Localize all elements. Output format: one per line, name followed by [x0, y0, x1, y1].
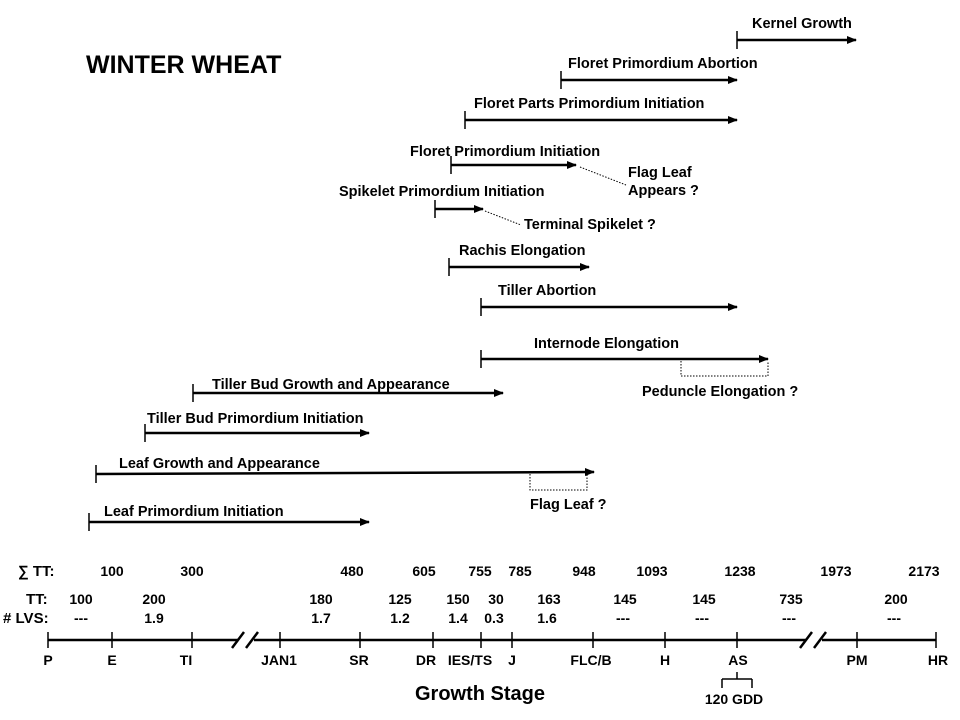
peduncle-label: Peduncle Elongation ?: [642, 384, 798, 400]
sum-tt-row: 100 300 480 605 755 785 948 1093 1238 19…: [100, 563, 939, 579]
axis-break: [813, 631, 827, 649]
flag-leaf-appears-label-2: Appears ?: [628, 183, 699, 199]
process-label: Leaf Primordium Initiation: [104, 504, 284, 520]
sum-tt-value: 755: [468, 563, 492, 579]
lvs-value: ---: [74, 610, 88, 626]
process-label: Internode Elongation: [534, 336, 679, 352]
stage-label: IES/TS: [448, 652, 492, 668]
process-leaf-primordium-initiation: Leaf Primordium Initiation: [88, 504, 370, 531]
lvs-value: ---: [782, 610, 796, 626]
sum-tt-value: 480: [340, 563, 364, 579]
leader-line: [579, 166, 627, 186]
tt-value: 200: [142, 591, 166, 607]
process-label: Floret Primordium Abortion: [568, 56, 758, 72]
terminal-spikelet-label: Terminal Spikelet ?: [524, 217, 656, 233]
process-floret-parts-primordium-initiation: Floret Parts Primordium Initiation: [464, 96, 738, 129]
tt-value: 100: [69, 591, 93, 607]
stage-label: PM: [847, 652, 868, 668]
process-tiller-abortion: Tiller Abortion: [480, 283, 738, 316]
process-label: Tiller Bud Growth and Appearance: [212, 377, 450, 393]
tt-value: 200: [884, 591, 908, 607]
process-label: Floret Primordium Initiation: [410, 144, 600, 160]
lvs-value: ---: [695, 610, 709, 626]
stage-label: TI: [180, 652, 192, 668]
process-label: Kernel Growth: [752, 16, 852, 32]
process-floret-primordium-abortion: Floret Primordium Abortion: [560, 56, 758, 89]
process-label: Tiller Abortion: [498, 283, 596, 299]
lvs-value: 1.2: [390, 610, 410, 626]
process-kernel-growth: Kernel Growth: [736, 16, 857, 49]
process-tiller-bud-growth: Tiller Bud Growth and Appearance: [192, 377, 504, 402]
tt-header: TT:: [26, 591, 48, 608]
process-label: Tiller Bud Primordium Initiation: [147, 411, 363, 427]
lvs-value: 1.9: [144, 610, 164, 626]
stage-label: HR: [928, 652, 948, 668]
tt-value: 145: [613, 591, 637, 607]
sum-tt-value: 1973: [820, 563, 851, 579]
tt-value: 163: [537, 591, 561, 607]
stage-label: JAN1: [261, 652, 297, 668]
leader-line: [484, 210, 522, 226]
lvs-row: --- 1.9 1.7 1.2 1.4 0.3 1.6 --- --- --- …: [74, 610, 901, 626]
sum-tt-value: 300: [180, 563, 204, 579]
tt-row: 100 200 180 125 150 30 163 145 145 735 2…: [69, 591, 908, 607]
axis-title: Growth Stage: [415, 683, 545, 705]
process-label: Leaf Growth and Appearance: [119, 456, 320, 472]
sum-tt-header: ∑ TT:: [18, 563, 55, 580]
stage-label: SR: [349, 652, 368, 668]
tt-value: 145: [692, 591, 716, 607]
page-title: WINTER WHEAT: [86, 51, 281, 79]
stage-label: P: [43, 652, 52, 668]
lvs-value: 0.3: [484, 610, 504, 626]
sum-tt-value: 785: [508, 563, 532, 579]
lvs-value: 1.7: [311, 610, 331, 626]
process-spikelet-primordium-initiation: Spikelet Primordium Initiation Terminal …: [339, 184, 656, 233]
process-leaf-growth: Leaf Growth and Appearance Flag Leaf ?: [95, 456, 607, 513]
gdd-label: 120 GDD: [705, 691, 763, 707]
tt-value: 735: [779, 591, 803, 607]
stage-label: J: [508, 652, 516, 668]
tt-value: 150: [446, 591, 470, 607]
sum-tt-value: 605: [412, 563, 436, 579]
tt-value: 180: [309, 591, 333, 607]
sum-tt-value: 2173: [908, 563, 939, 579]
process-label: Rachis Elongation: [459, 243, 586, 259]
lvs-header: # LVS:: [3, 610, 49, 627]
stage-label: H: [660, 652, 670, 668]
gdd-bracket: 120 GDD: [705, 672, 763, 707]
axis-break: [799, 631, 813, 649]
axis-break: [245, 631, 259, 649]
stage-label: AS: [728, 652, 747, 668]
sum-tt-value: 1238: [724, 563, 755, 579]
process-floret-primordium-initiation: Floret Primordium Initiation Flag Leaf A…: [410, 144, 699, 199]
tt-value: 125: [388, 591, 412, 607]
stage-label: DR: [416, 652, 436, 668]
stage-label: E: [107, 652, 116, 668]
flag-leaf-appears-label-1: Flag Leaf: [628, 165, 692, 181]
axis-break: [231, 631, 245, 649]
sum-tt-value: 1093: [636, 563, 667, 579]
peduncle-bracket: [680, 361, 769, 377]
process-label: Floret Parts Primordium Initiation: [474, 96, 704, 112]
lvs-value: 1.4: [448, 610, 468, 626]
stage-label: FLC/B: [570, 652, 611, 668]
flag-leaf-label: Flag Leaf ?: [530, 497, 607, 513]
sum-tt-value: 100: [100, 563, 124, 579]
tt-value: 30: [488, 591, 504, 607]
lvs-value: ---: [887, 610, 901, 626]
axis-ticks: [47, 632, 937, 648]
lvs-value: 1.6: [537, 610, 557, 626]
process-internode-elongation: Internode Elongation Peduncle Elongation…: [480, 336, 798, 400]
sum-tt-value: 948: [572, 563, 596, 579]
process-rachis-elongation: Rachis Elongation: [448, 243, 590, 276]
lvs-value: ---: [616, 610, 630, 626]
process-tiller-bud-primordium-initiation: Tiller Bud Primordium Initiation: [144, 411, 370, 442]
growth-stage-axis: P E TI JAN1 SR DR IES/TS J FLC/B H AS PM…: [43, 631, 948, 668]
flag-leaf-bracket: [529, 474, 588, 491]
process-label: Spikelet Primordium Initiation: [339, 184, 544, 200]
